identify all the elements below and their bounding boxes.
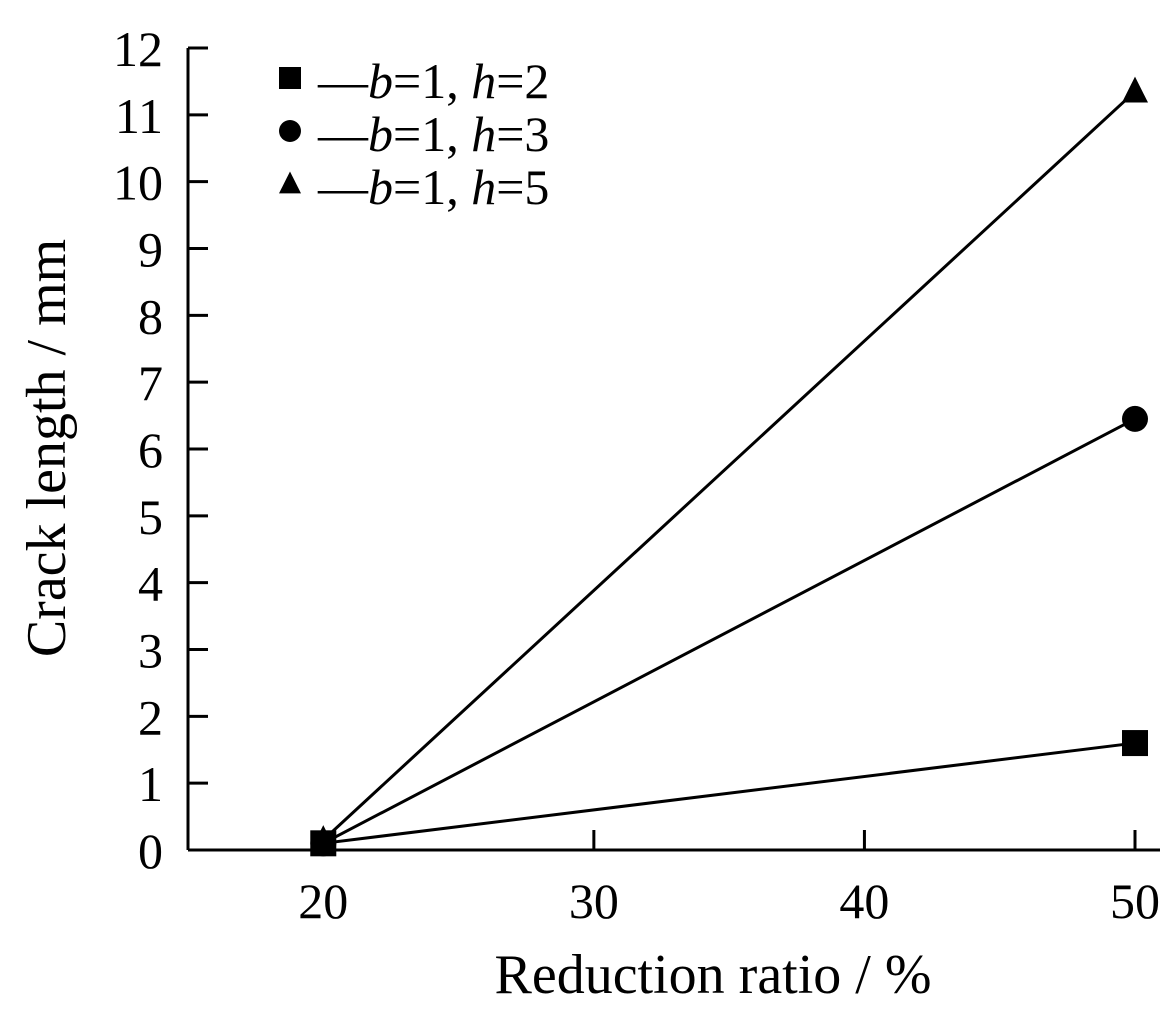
series-line-3 <box>322 90 1137 842</box>
y-tick-label: 3 <box>138 623 163 679</box>
data-point-square <box>1122 730 1148 757</box>
legend-text-part: h <box>471 159 496 215</box>
legend-entry: —b=1, h=5 <box>317 159 549 215</box>
legend-text-part: =2 <box>496 53 549 109</box>
legend-entry: —b=1, h=2 <box>317 53 549 109</box>
x-tick-label: 20 <box>298 873 348 929</box>
legend-text-part: — <box>317 53 369 109</box>
data-point-triangle <box>310 825 337 852</box>
legend-text-part: — <box>317 159 369 215</box>
y-axis-label: Crack length / mm <box>16 239 78 657</box>
legend-text-part: =3 <box>496 106 549 162</box>
y-tick-label: 4 <box>138 556 163 612</box>
data-point-circle <box>1122 405 1148 432</box>
y-tick-label: 12 <box>113 21 163 77</box>
y-tick-label: 5 <box>138 489 163 545</box>
legend-text-part: h <box>471 106 496 162</box>
legend-text-part: =5 <box>496 159 549 215</box>
legend-text-part: b <box>368 159 393 215</box>
legend-marker-square <box>279 67 301 89</box>
legend-text-part: =1, <box>393 53 471 109</box>
legend-text-part: — <box>317 106 369 162</box>
legend-marker-triangle <box>279 171 301 194</box>
series-line-2 <box>322 417 1136 845</box>
series-markers <box>310 76 1148 857</box>
legend-text-part: =1, <box>393 106 471 162</box>
y-tick-label: 0 <box>138 823 163 879</box>
x-tick-label: 50 <box>1110 873 1160 929</box>
legend: —b=1, h=2—b=1, h=3—b=1, h=5 <box>279 53 549 215</box>
data-point-triangle <box>1122 76 1148 103</box>
y-tick-label: 9 <box>138 222 163 278</box>
y-tick-label: 1 <box>138 756 163 812</box>
x-ticks: 20 30 40 50 <box>298 830 1160 929</box>
y-tick-label: 11 <box>115 88 163 144</box>
x-tick-label: 30 <box>569 873 619 929</box>
legend-text-part: b <box>368 106 393 162</box>
y-tick-label: 10 <box>113 155 163 211</box>
y-tick-label: 2 <box>138 689 163 745</box>
y-tick-label: 7 <box>138 355 163 411</box>
legend-marker-circle <box>279 120 301 142</box>
legend-entry: —b=1, h=3 <box>317 106 549 162</box>
y-tick-label: 8 <box>138 288 163 344</box>
series-lines <box>322 90 1137 845</box>
legend-text-part: =1, <box>393 159 471 215</box>
x-tick-label: 40 <box>839 873 889 929</box>
legend-text-part: b <box>368 53 393 109</box>
series-line-1 <box>323 741 1136 845</box>
x-axis-label: Reduction ratio / % <box>494 944 931 1006</box>
legend-text-part: h <box>471 53 496 109</box>
y-tick-label: 6 <box>138 422 163 478</box>
